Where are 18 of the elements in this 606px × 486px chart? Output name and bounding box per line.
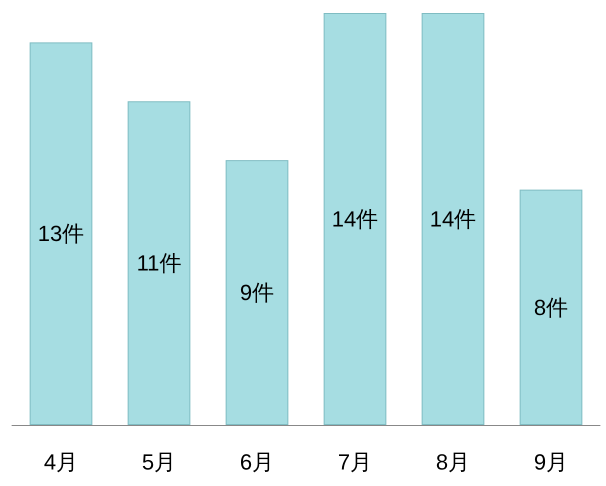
data-label: 11件: [136, 250, 182, 276]
bar: [128, 101, 190, 425]
x-tick-label: 8月: [436, 450, 470, 474]
x-tick-label: 6月: [240, 450, 274, 474]
x-tick-label: 4月: [44, 450, 78, 474]
x-tick-label: 7月: [338, 450, 372, 474]
x-tick-label: 9月: [534, 450, 568, 474]
data-label: 9件: [240, 280, 274, 306]
bar: [324, 13, 386, 425]
data-label: 8件: [534, 294, 568, 320]
bar: [226, 160, 288, 425]
bar: [520, 190, 582, 425]
bar: [422, 13, 484, 425]
data-label: 14件: [430, 206, 476, 232]
x-tick-label: 5月: [142, 450, 176, 474]
data-label: 14件: [332, 206, 378, 232]
data-label: 13件: [38, 221, 84, 246]
bar: [30, 42, 92, 425]
